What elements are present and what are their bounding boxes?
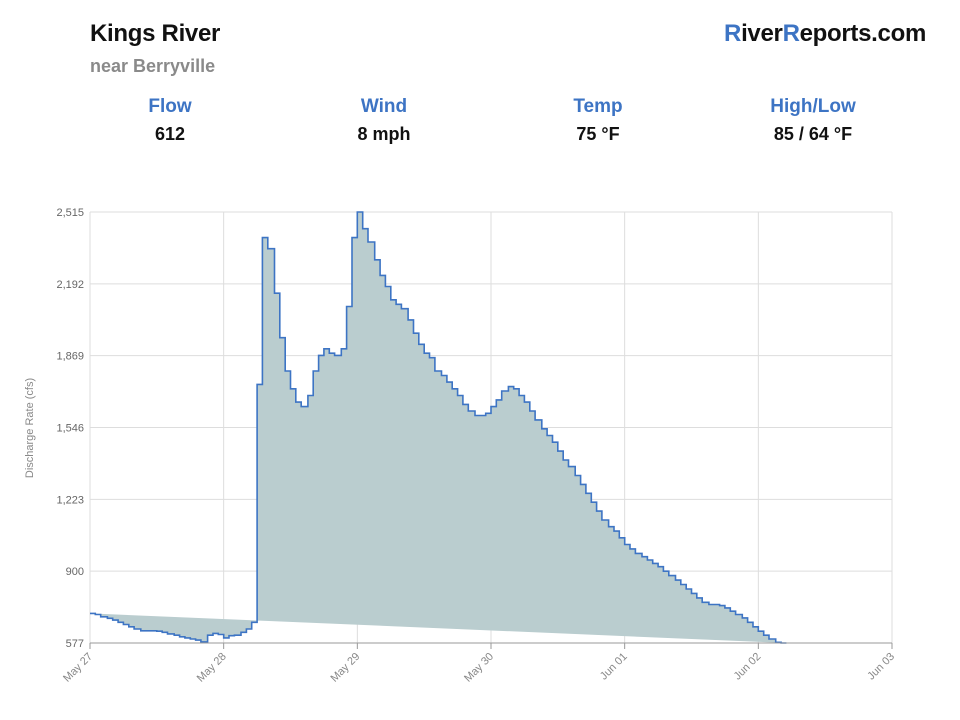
y-tick-label: 900 (66, 566, 84, 578)
x-tick-label: May 27 (61, 651, 95, 685)
x-tick-label: Jun 02 (732, 651, 764, 683)
y-tick-label: 1,223 (56, 494, 84, 506)
x-tick-label: Jun 01 (598, 651, 630, 683)
y-tick-label: 2,192 (56, 279, 84, 291)
x-tick-label: May 29 (328, 651, 362, 685)
y-tick-label: 577 (66, 638, 84, 650)
y-tick-label: 1,869 (56, 351, 84, 363)
x-tick-label: May 28 (195, 651, 229, 685)
y-tick-label: 2,515 (56, 207, 84, 219)
y-axis-label: Discharge Rate (cfs) (24, 378, 36, 478)
y-tick-label: 1,546 (56, 423, 84, 435)
x-tick-label: May 30 (462, 651, 496, 685)
x-tick-label: Jun 03 (865, 651, 897, 683)
